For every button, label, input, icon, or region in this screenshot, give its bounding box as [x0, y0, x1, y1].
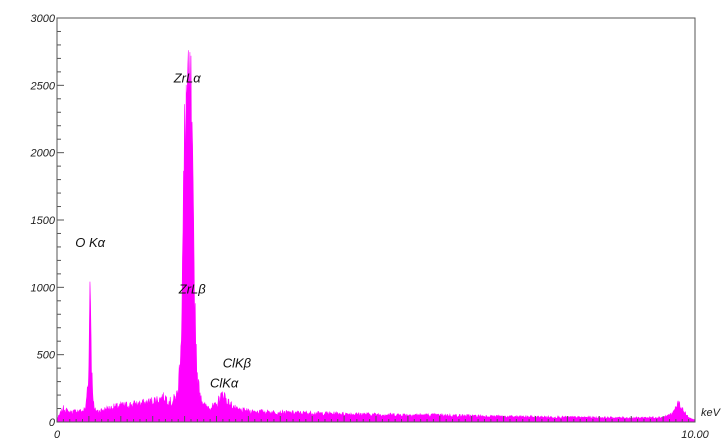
x-tick-label: 0	[54, 429, 61, 441]
peak-annotations: O Kα ZrLα ZrLβ ClKβ ClKα	[75, 71, 251, 391]
y-tick-label: 500	[37, 350, 56, 362]
y-axis-ticks	[57, 17, 64, 423]
x-tick-label: 10.00	[681, 429, 709, 441]
spectrum-series-area	[56, 50, 696, 423]
peak-label: ClKβ	[223, 355, 252, 370]
y-tick-label: 1000	[31, 282, 56, 294]
y-tick-label: 2500	[30, 80, 56, 92]
peak-label: ClKα	[210, 376, 239, 391]
y-tick-label: 0	[49, 417, 56, 429]
x-axis-ticks	[56, 416, 696, 422]
y-tick-label: 1500	[31, 215, 56, 227]
x-axis-unit-label: keV	[701, 407, 722, 419]
y-tick-label: 3000	[31, 13, 56, 25]
y-axis-tick-labels: 0 500 1000 1500 2000 2500 3000	[30, 13, 56, 429]
y-tick-label: 2000	[30, 148, 56, 160]
plot-layer	[56, 50, 696, 423]
peak-label: ZrLα	[173, 71, 202, 86]
plot-background	[57, 18, 695, 422]
peak-label: ZrLβ	[178, 281, 207, 296]
peak-label: O Kα	[75, 235, 105, 250]
x-axis-tick-labels: 0 10.00	[54, 429, 710, 441]
